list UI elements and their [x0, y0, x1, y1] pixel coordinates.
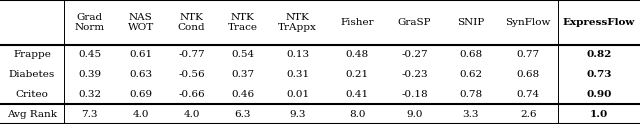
Text: -0.56: -0.56: [179, 70, 205, 79]
Text: 1.0: 1.0: [589, 110, 608, 119]
Text: 0.74: 0.74: [516, 90, 540, 99]
Text: 0.68: 0.68: [459, 50, 482, 59]
Text: 0.77: 0.77: [516, 50, 540, 59]
Text: Frappe: Frappe: [13, 50, 51, 59]
Text: 0.32: 0.32: [78, 90, 101, 99]
Text: SNIP: SNIP: [457, 18, 484, 27]
Text: 4.0: 4.0: [184, 110, 200, 119]
Text: NAS
WOT: NAS WOT: [127, 13, 154, 32]
Text: Fisher: Fisher: [340, 18, 374, 27]
Text: 8.0: 8.0: [349, 110, 365, 119]
Text: 9.0: 9.0: [406, 110, 423, 119]
Text: Grad
Norm: Grad Norm: [75, 13, 105, 32]
Text: 2.6: 2.6: [520, 110, 536, 119]
Text: Avg Rank: Avg Rank: [7, 110, 57, 119]
Text: 0.37: 0.37: [231, 70, 254, 79]
Text: 0.90: 0.90: [586, 90, 612, 99]
Text: 0.01: 0.01: [286, 90, 309, 99]
Text: 0.78: 0.78: [459, 90, 482, 99]
Text: Criteo: Criteo: [15, 90, 49, 99]
Text: 0.39: 0.39: [78, 70, 101, 79]
Text: ExpressFlow: ExpressFlow: [563, 18, 635, 27]
Text: SynFlow: SynFlow: [506, 18, 551, 27]
Text: GraSP: GraSP: [398, 18, 431, 27]
Text: 0.82: 0.82: [586, 50, 612, 59]
Text: -0.27: -0.27: [401, 50, 428, 59]
Text: 9.3: 9.3: [289, 110, 306, 119]
Text: 6.3: 6.3: [234, 110, 251, 119]
Text: NTK
TrAppx: NTK TrAppx: [278, 13, 317, 32]
Text: -0.77: -0.77: [179, 50, 205, 59]
Text: -0.18: -0.18: [401, 90, 428, 99]
Text: 0.68: 0.68: [516, 70, 540, 79]
Text: -0.66: -0.66: [179, 90, 205, 99]
Text: 4.0: 4.0: [132, 110, 149, 119]
Text: 0.73: 0.73: [586, 70, 612, 79]
Text: 0.48: 0.48: [346, 50, 369, 59]
Text: 0.62: 0.62: [459, 70, 482, 79]
Text: 0.69: 0.69: [129, 90, 152, 99]
Text: 0.21: 0.21: [346, 70, 369, 79]
Text: Diabetes: Diabetes: [9, 70, 55, 79]
Text: NTK
Trace: NTK Trace: [228, 13, 258, 32]
Text: 0.54: 0.54: [231, 50, 254, 59]
Text: 0.31: 0.31: [286, 70, 309, 79]
Text: 0.13: 0.13: [286, 50, 309, 59]
Text: 0.46: 0.46: [231, 90, 254, 99]
Text: 0.41: 0.41: [346, 90, 369, 99]
Text: NTK
Cond: NTK Cond: [178, 13, 205, 32]
Text: 3.3: 3.3: [462, 110, 479, 119]
Text: 0.61: 0.61: [129, 50, 152, 59]
Text: 7.3: 7.3: [81, 110, 98, 119]
Text: 0.63: 0.63: [129, 70, 152, 79]
Text: -0.23: -0.23: [401, 70, 428, 79]
Text: 0.45: 0.45: [78, 50, 101, 59]
